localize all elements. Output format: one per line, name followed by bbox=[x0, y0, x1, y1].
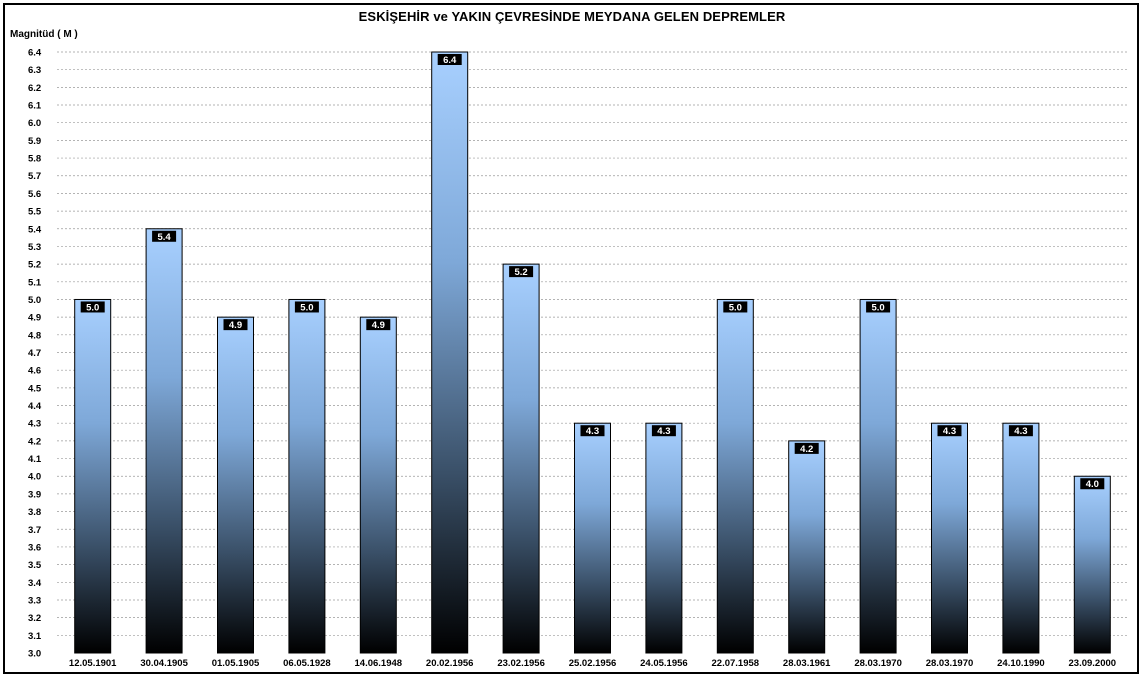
y-tick-label: 6.0 bbox=[28, 118, 41, 129]
data-label-box bbox=[509, 266, 534, 278]
data-label-box bbox=[223, 319, 248, 331]
data-label-box bbox=[1008, 425, 1033, 437]
y-tick-label: 3.8 bbox=[28, 507, 41, 518]
bar bbox=[859, 298, 897, 654]
data-label: 5.2 bbox=[514, 267, 527, 278]
data-label-box bbox=[152, 230, 177, 242]
y-tick-label: 6.1 bbox=[28, 101, 42, 112]
bar bbox=[217, 316, 254, 654]
y-tick-label: 4.8 bbox=[28, 330, 41, 341]
x-tick-label: 30.04.1905 bbox=[140, 658, 188, 669]
data-label: 4.3 bbox=[1014, 426, 1027, 437]
x-tick-label: 12.05.1901 bbox=[69, 658, 117, 669]
y-tick-label: 3.1 bbox=[28, 631, 42, 642]
y-tick-label: 4.6 bbox=[28, 366, 41, 377]
y-tick-label: 3.5 bbox=[28, 560, 42, 571]
data-label: 4.3 bbox=[586, 426, 599, 437]
bar bbox=[74, 298, 112, 654]
bar bbox=[1073, 475, 1111, 654]
x-tick-label: 25.02.1956 bbox=[569, 658, 617, 669]
data-label: 4.0 bbox=[1086, 479, 1099, 490]
x-tick-label: 22.07.1958 bbox=[712, 658, 760, 669]
data-label-box bbox=[651, 425, 676, 437]
y-tick-label: 5.3 bbox=[28, 242, 41, 253]
data-label: 4.3 bbox=[943, 426, 956, 437]
bar bbox=[574, 422, 611, 654]
x-tick-label: 28.03.1970 bbox=[854, 658, 902, 669]
y-tick-label: 6.3 bbox=[28, 65, 41, 76]
y-tick-label: 5.0 bbox=[28, 295, 41, 306]
y-tick-label: 5.9 bbox=[28, 136, 41, 147]
y-tick-label: 5.7 bbox=[28, 171, 41, 182]
data-label: 5.0 bbox=[729, 302, 742, 313]
y-tick-label: 5.6 bbox=[28, 189, 41, 200]
data-label-box bbox=[937, 425, 962, 437]
data-label-box bbox=[80, 301, 105, 313]
x-tick-label: 24.05.1956 bbox=[640, 658, 688, 669]
y-tick-label: 4.7 bbox=[28, 348, 41, 359]
data-label: 5.0 bbox=[300, 302, 313, 313]
x-tick-label: 23.02.1956 bbox=[497, 658, 545, 669]
bar bbox=[288, 298, 326, 654]
bar bbox=[502, 263, 540, 654]
bar bbox=[788, 440, 826, 654]
data-label-box bbox=[723, 301, 748, 313]
data-label: 5.0 bbox=[86, 302, 99, 313]
x-tick-label: 14.06.1948 bbox=[355, 658, 403, 669]
y-tick-label: 5.4 bbox=[28, 224, 42, 235]
y-axis-label: Magnitüd ( M ) bbox=[10, 29, 78, 40]
data-label-box bbox=[794, 442, 819, 454]
x-tick-label: 01.05.1905 bbox=[212, 658, 260, 669]
x-tick-label: 28.03.1970 bbox=[926, 658, 974, 669]
y-tick-label: 5.5 bbox=[28, 207, 42, 218]
x-tick-label: 20.02.1956 bbox=[426, 658, 474, 669]
data-label: 5.0 bbox=[871, 302, 884, 313]
bar bbox=[931, 422, 968, 654]
data-label: 5.4 bbox=[157, 232, 171, 243]
data-label: 4.9 bbox=[229, 320, 242, 331]
x-tick-label: 24.10.1990 bbox=[997, 658, 1045, 669]
bar bbox=[431, 51, 469, 654]
y-tick-label: 4.1 bbox=[28, 454, 42, 465]
x-tick-label: 28.03.1961 bbox=[783, 658, 831, 669]
data-label-box bbox=[366, 319, 391, 331]
y-tick-label: 4.5 bbox=[28, 383, 42, 394]
x-tick-label: 23.09.2000 bbox=[1069, 658, 1117, 669]
data-label: 6.4 bbox=[443, 55, 457, 66]
bar bbox=[1002, 422, 1040, 654]
y-tick-label: 4.2 bbox=[28, 436, 41, 447]
data-label: 4.3 bbox=[657, 426, 670, 437]
y-tick-label: 5.8 bbox=[28, 154, 41, 165]
data-label-box bbox=[866, 301, 891, 313]
y-tick-label: 6.4 bbox=[28, 48, 42, 59]
y-tick-label: 4.3 bbox=[28, 419, 41, 430]
y-tick-label: 4.9 bbox=[28, 313, 41, 324]
y-tick-label: 3.3 bbox=[28, 595, 41, 606]
bar bbox=[645, 422, 683, 654]
y-tick-label: 4.4 bbox=[28, 401, 42, 412]
bar bbox=[145, 228, 183, 654]
data-label: 4.2 bbox=[800, 444, 813, 455]
x-tick-label: 06.05.1928 bbox=[283, 658, 331, 669]
data-label-box bbox=[580, 425, 605, 437]
y-tick-label: 3.6 bbox=[28, 542, 41, 553]
y-tick-label: 3.7 bbox=[28, 525, 41, 536]
y-tick-label: 3.2 bbox=[28, 613, 41, 624]
data-label-box bbox=[294, 301, 319, 313]
y-tick-label: 3.9 bbox=[28, 489, 41, 500]
bar bbox=[716, 298, 754, 654]
data-label: 4.9 bbox=[372, 320, 385, 331]
chart-title: ESKİŞEHİR ve YAKIN ÇEVRESİNDE MEYDANA GE… bbox=[358, 9, 786, 24]
y-tick-label: 6.2 bbox=[28, 83, 41, 94]
y-tick-label: 3.0 bbox=[28, 649, 41, 660]
bar bbox=[359, 316, 397, 654]
data-label-box bbox=[437, 54, 462, 65]
y-tick-label: 5.1 bbox=[28, 277, 42, 288]
data-label-box bbox=[1080, 478, 1105, 490]
y-tick-label: 4.0 bbox=[28, 472, 41, 483]
y-tick-label: 5.2 bbox=[28, 260, 41, 271]
y-tick-label: 3.4 bbox=[28, 578, 42, 589]
